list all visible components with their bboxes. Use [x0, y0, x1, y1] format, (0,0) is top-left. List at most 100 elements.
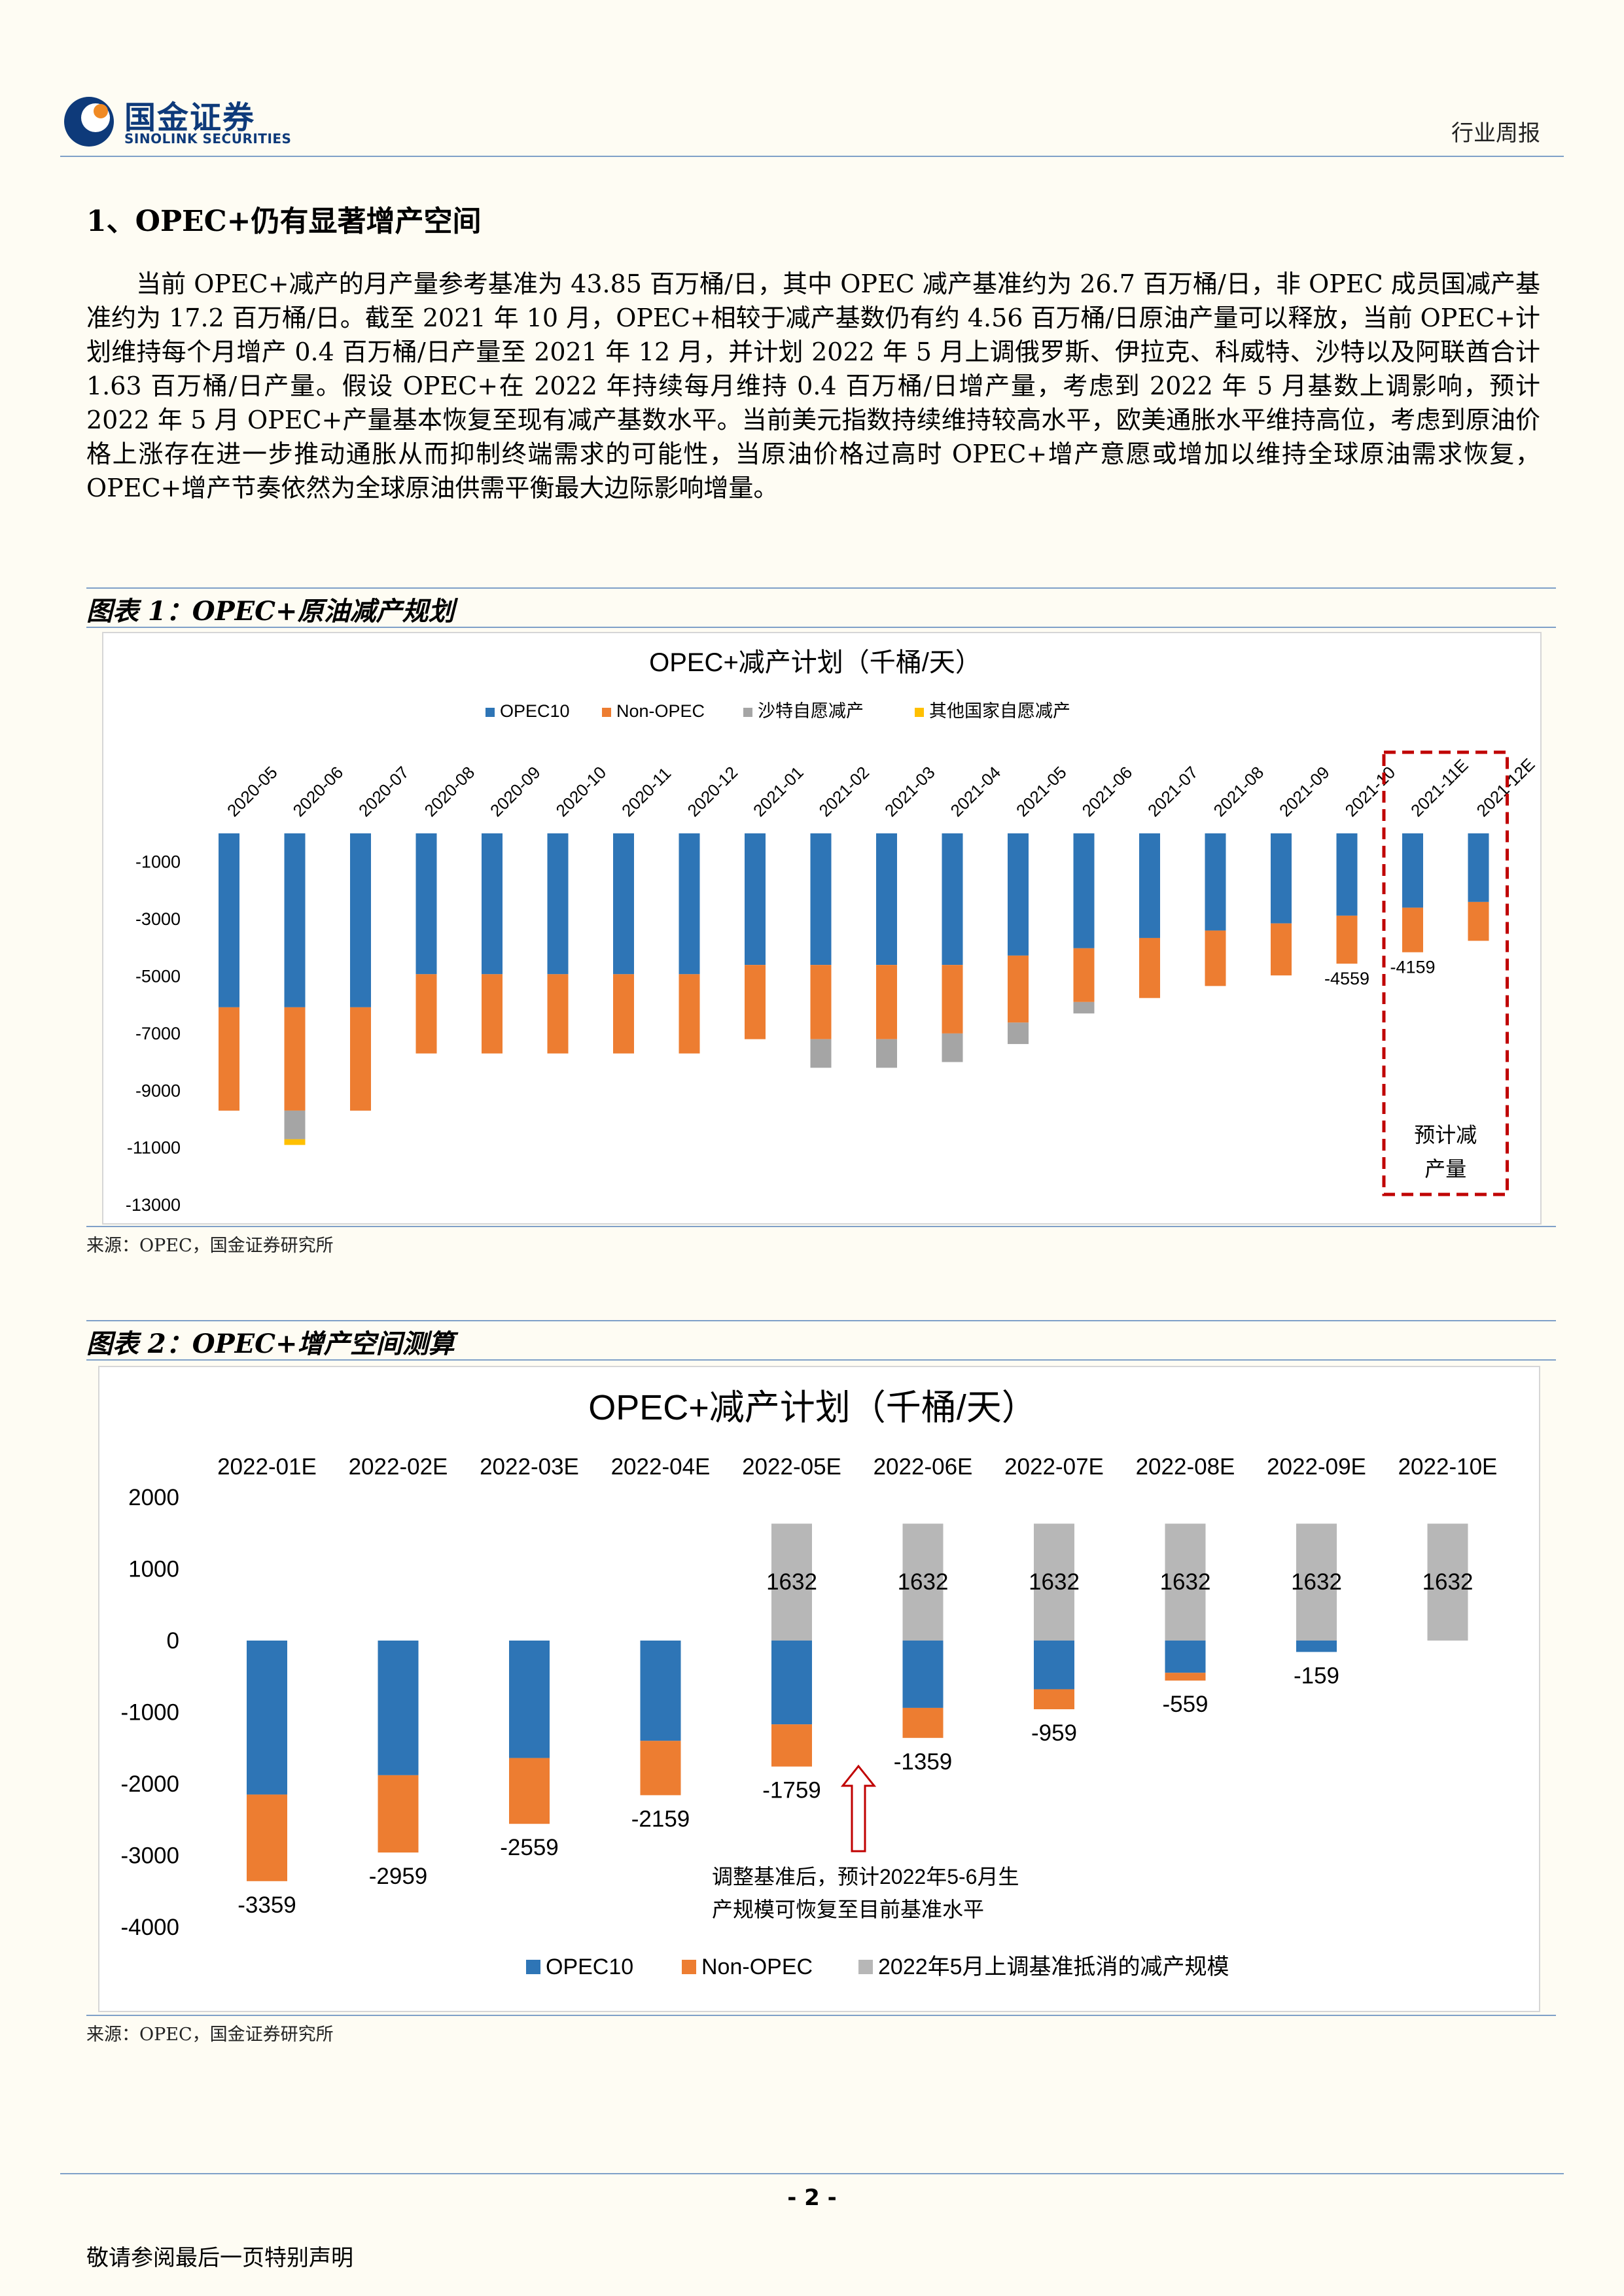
- figure2-source: 来源：OPEC，国金证券研究所: [86, 2025, 334, 2045]
- x-tick-2021-01: 2021-01: [749, 763, 807, 821]
- chart1-forecast-label-line2: 产量: [1424, 1157, 1466, 1181]
- bar-2020-10-s1: [547, 974, 569, 1054]
- legend-swatch-2: [858, 1960, 873, 1974]
- bar-2022-10e-s2: [1427, 1523, 1468, 1641]
- x-tick-2021-03: 2021-03: [881, 763, 939, 821]
- x-tick-2020-12: 2020-12: [684, 763, 742, 821]
- bar-2020-12-s1: [679, 974, 700, 1054]
- bar-2022-08e-s0: [1165, 1641, 1206, 1673]
- x-tick-2021-07: 2021-07: [1144, 763, 1202, 821]
- legend-label-1: Non-OPEC: [616, 701, 705, 721]
- y-tick-7000: -7000: [135, 1024, 181, 1043]
- bar-2021-02-s0: [810, 833, 832, 965]
- bar-2020-11-s1: [613, 974, 634, 1054]
- bar-2021-12e-s0: [1468, 833, 1489, 902]
- figure1-chart: OPEC+减产计划（千桶/天） OPEC10 Non-OPEC 沙特自愿减产 其他国家…: [102, 632, 1542, 1225]
- y-tick-4000: -4000: [120, 1915, 179, 1940]
- pos-label-2022-07e: 1632: [1029, 1569, 1080, 1595]
- bar-2021-09-s1: [1271, 923, 1292, 976]
- bar-2022-03e-s1: [509, 1758, 550, 1824]
- chart1-forecast-box: [1382, 750, 1509, 1196]
- bar-2021-03-s1: [876, 965, 897, 1039]
- x-tick-2021-08: 2021-08: [1210, 763, 1268, 821]
- neg-label-2022-01e: -3359: [238, 1892, 296, 1918]
- x-tick-2022-09e: 2022-09E: [1267, 1454, 1366, 1480]
- y-tick-3000: -3000: [135, 909, 181, 929]
- neg-label-2022-09e: -159: [1294, 1663, 1339, 1688]
- x-tick-2022-03e: 2022-03E: [480, 1454, 579, 1480]
- bar-2021-04-s0: [942, 833, 963, 965]
- x-tick-2022-06e: 2022-06E: [874, 1454, 973, 1480]
- x-tick-2021-09: 2021-09: [1275, 763, 1333, 821]
- chart2-x-axis: 2022-01E 2022-02E 2022-03E 2022-04E 2022-05E…: [217, 1454, 1497, 1480]
- bar-2021-11e-s0: [1402, 833, 1423, 908]
- figure2-chart-svg: OPEC+减产计划（千桶/天） 2022-01E 2022-02E 2022-03E…: [120, 1388, 1497, 1979]
- figure1-caption: 图表 1：OPEC+原油减产规划: [86, 596, 455, 627]
- bar-2020-10-s0: [547, 833, 569, 975]
- bar-2020-06-s2: [284, 1110, 306, 1139]
- chart1-title: OPEC+减产计划（千桶/天）: [649, 648, 981, 677]
- header-divider: [60, 156, 1564, 157]
- bar-2021-09-s0: [1271, 833, 1292, 924]
- pos-label-2022-06e: 1632: [898, 1569, 949, 1595]
- report-type: 行业周报: [1451, 120, 1540, 147]
- legend-label-0: OPEC10: [546, 1955, 633, 1979]
- y-tick-13000: -13000: [126, 1195, 181, 1215]
- x-tick-2021-10: 2021-10: [1341, 763, 1400, 821]
- bar-2021-03-s0: [876, 833, 897, 965]
- bar-2022-06e-s1: [902, 1707, 944, 1738]
- bar-2021-04-s1: [942, 965, 963, 1034]
- chart2-y-axis: 2000 1000 0 -1000 -2000 -3000 -4000: [120, 1485, 179, 1940]
- chart1-x-axis: 2020-05 2020-06 2020-07 2020-08 2020-09 2020-…: [223, 754, 1538, 820]
- legend-label-0: OPEC10: [500, 701, 570, 721]
- bar-2022-04e-s1: [640, 1741, 681, 1796]
- chart2-data-labels: -3359 -2959 -2559 -2159 1632 -1759 1632 -1359 16…: [238, 1569, 1473, 1918]
- company-logo: 国金证券 SINOLINK SECURITIES: [60, 92, 296, 150]
- legend-label-2: 沙特自愿减产: [758, 701, 864, 721]
- bar-2020-07-s1: [350, 1007, 371, 1111]
- bar-2022-01e-s0: [247, 1641, 287, 1795]
- bar-2021-07-s0: [1139, 833, 1160, 938]
- chart1-y-axis: -1000 -3000 -5000 -7000 -9000 -11000 -13000: [126, 852, 181, 1215]
- bar-2021-02-s2: [810, 1039, 832, 1068]
- legend-swatch-3: [915, 708, 924, 717]
- bar-2020-11-s0: [613, 833, 634, 975]
- bar-2022-02e-s1: [378, 1775, 419, 1853]
- x-tick-2022-10e: 2022-10E: [1398, 1454, 1498, 1480]
- legend-label-3: 其他国家自愿减产: [929, 701, 1070, 721]
- bar-2022-05e-s0: [771, 1641, 812, 1725]
- legend-swatch-1: [682, 1960, 696, 1974]
- neg-label-2022-04e: -2159: [631, 1806, 690, 1832]
- bar-2021-02-s1: [810, 965, 832, 1039]
- bar-2022-04e-s0: [640, 1641, 681, 1741]
- bar-2021-10-s1: [1336, 915, 1358, 964]
- x-tick-2020-07: 2020-07: [355, 763, 413, 821]
- bar-2021-05-s0: [1008, 833, 1029, 956]
- logo-mark-icon: [64, 97, 114, 147]
- x-tick-2020-08: 2020-08: [421, 763, 479, 821]
- x-tick-2020-10: 2020-10: [552, 763, 610, 821]
- neg-label-2022-02e: -2959: [369, 1864, 428, 1889]
- body-paragraph: 当前 OPEC+减产的月产量参考基准为 43.85 百万桶/日，其中 OPEC …: [86, 267, 1540, 505]
- x-tick-2020-05: 2020-05: [223, 763, 281, 821]
- figure1-bottom-rule: [86, 1226, 1556, 1227]
- chart1-legend: OPEC10 Non-OPEC 沙特自愿减产 其他国家自愿减产: [485, 701, 1070, 721]
- section-title: 1、OPEC+仍有显著增产空间: [86, 205, 482, 238]
- bar-2022-02e-s0: [378, 1641, 419, 1775]
- y-tick-5000: -5000: [135, 967, 181, 986]
- bar-2020-06-s3: [284, 1139, 306, 1145]
- x-tick-2021-04: 2021-04: [947, 763, 1005, 821]
- figure1-source: 来源：OPEC，国金证券研究所: [86, 1236, 334, 1256]
- x-tick-2022-08e: 2022-08E: [1136, 1454, 1235, 1480]
- bar-2022-08e-s2: [1165, 1523, 1206, 1641]
- legend-swatch-0: [526, 1960, 540, 1974]
- bar-2020-08-s1: [415, 974, 437, 1054]
- footer-disclaimer: 敬请参阅最后一页特别声明: [86, 2245, 353, 2271]
- y-tick-2000: 2000: [128, 1485, 179, 1510]
- chart2-annotation-line1: 调整基准后，预计2022年5-6月生: [712, 1865, 1019, 1888]
- figure2-top-rule: [86, 1320, 1556, 1321]
- footer-divider: [60, 2173, 1564, 2174]
- chart1-forecast-label-line1: 预计减: [1414, 1123, 1477, 1147]
- chart1-data-labels: -4559 -4159: [1324, 958, 1436, 988]
- bar-2020-09-s1: [482, 974, 503, 1054]
